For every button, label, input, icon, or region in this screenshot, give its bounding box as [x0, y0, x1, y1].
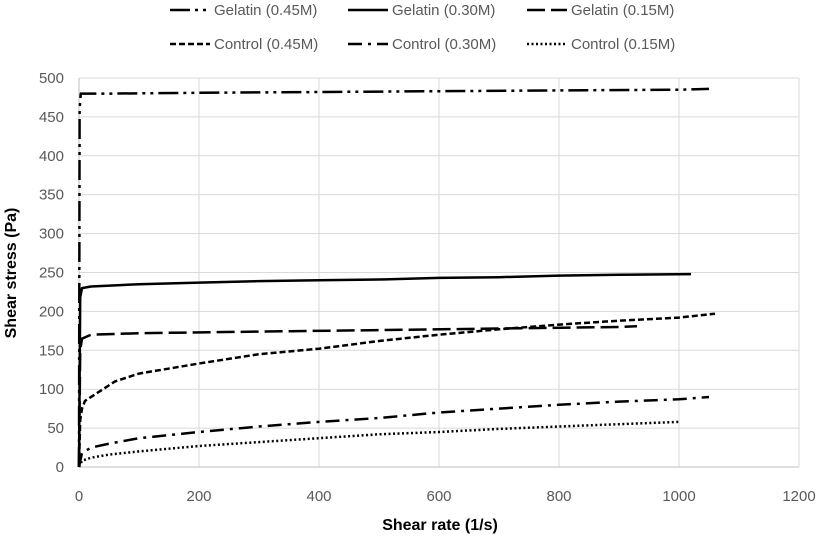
- x-tick-label: 1000: [662, 488, 695, 505]
- y-tick-label: 450: [39, 109, 64, 126]
- y-tick-label: 500: [39, 70, 64, 87]
- series-line-6: [77, 420, 680, 468]
- x-axis-label: Shear rate (1/s): [382, 517, 498, 534]
- series-line-2: [77, 272, 692, 468]
- x-tick-label: 0: [75, 488, 83, 505]
- legend-label-3: Gelatin (0.15M): [571, 2, 674, 19]
- y-tick-label: 300: [39, 226, 64, 243]
- legend-label-2: Gelatin (0.30M): [392, 2, 495, 19]
- x-tick-label: 800: [546, 488, 571, 505]
- series-line-1: [77, 87, 710, 468]
- y-tick-label: 350: [39, 187, 64, 204]
- y-tick-label: 100: [39, 381, 64, 398]
- legend-label-5: Control (0.30M): [392, 36, 496, 53]
- series-line-5: [77, 395, 710, 468]
- y-axis-label: Shear stress (Pa): [3, 208, 20, 339]
- y-tick-label: 250: [39, 265, 64, 282]
- series-line-4: [77, 312, 716, 468]
- chart-gridlines: [79, 77, 800, 467]
- x-tick-label: 600: [426, 488, 451, 505]
- legend-label-6: Control (0.15M): [571, 36, 675, 53]
- x-tick-label: 200: [186, 488, 211, 505]
- x-tick-label: 1200: [782, 488, 815, 505]
- series-line-3: [77, 324, 638, 468]
- legend-label-4: Control (0.45M): [214, 36, 318, 53]
- chart-legend: Gelatin (0.45M) Gelatin (0.30M) Gelatin (0…: [170, 2, 675, 53]
- y-tick-label: 400: [39, 148, 64, 165]
- x-tick-label: 400: [306, 488, 331, 505]
- chart-tick-labels: 0 200 400 600 800 1000 1200 0 50 100 150 200 250 300 3…: [39, 70, 816, 505]
- legend-label-1: Gelatin (0.45M): [214, 2, 317, 19]
- y-tick-label: 200: [39, 303, 64, 320]
- y-tick-label: 50: [47, 420, 64, 437]
- y-tick-label: 0: [56, 459, 64, 476]
- y-tick-label: 150: [39, 342, 64, 359]
- chart-series: [77, 87, 716, 468]
